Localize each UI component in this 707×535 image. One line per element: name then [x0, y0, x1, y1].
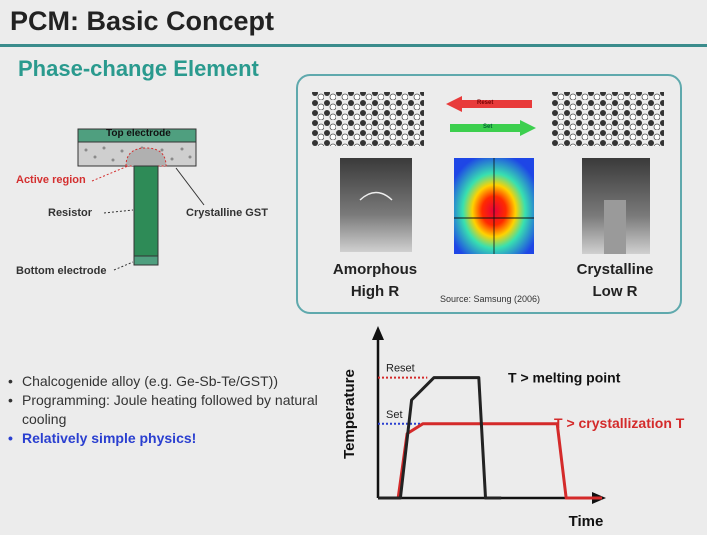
bottom-electrode-label: Bottom electrode [16, 265, 107, 277]
amorphous-name: Amorphous [332, 261, 418, 278]
phase-panel [296, 74, 682, 314]
active-region-shape [125, 147, 167, 167]
threshold-label-reset: Reset [386, 363, 415, 375]
bullet-item-emphasis: • Relatively simple physics! [8, 430, 197, 446]
amorphous-lattice [312, 92, 424, 146]
y-axis-label: Temperature [341, 369, 358, 459]
y-axis-arrow [372, 326, 384, 340]
reset-arrow [446, 96, 532, 112]
crystalline-label: Crystalline Low R [562, 259, 668, 303]
title-divider [0, 44, 707, 47]
crystalline-gst-label: Crystalline GST [186, 207, 268, 219]
resistor-label: Resistor [48, 207, 93, 219]
slide-subtitle: Phase-change Element [18, 56, 259, 81]
set-arrow [450, 120, 536, 136]
top-electrode-label: Top electrode [106, 128, 171, 139]
bottom-electrode-shape [133, 255, 159, 266]
amorphous-tem-image [340, 158, 412, 252]
amorphous-resistance: High R [350, 283, 400, 300]
slide-title: PCM: Basic Concept [10, 6, 275, 36]
active-region-label: Active region [16, 174, 86, 186]
crystalline-name: Crystalline [576, 261, 654, 278]
threshold-label-set: Set [386, 409, 403, 421]
x-axis-label: Time [569, 513, 604, 530]
bullet-item: • Programming: Joule heating followed by … [8, 392, 318, 427]
resistor-shape [133, 165, 159, 257]
crystalline-resistance: Low R [592, 283, 638, 300]
series-line-set [378, 422, 602, 500]
set-arrow-label: Set [483, 124, 493, 130]
bullet-item: • Chalcogenide alloy (e.g. Ge-Sb-Te/GST)) [8, 373, 278, 389]
amorphous-label: Amorphous High R [322, 259, 428, 303]
bullet-list: • Chalcogenide alloy (e.g. Ge-Sb-Te/GST))… [8, 372, 338, 448]
crystalline-lattice [552, 92, 664, 146]
series-line-reset [378, 376, 502, 500]
source-note: Source: Samsung (2006) [440, 294, 541, 304]
reset-arrow-label: Reset [477, 100, 494, 106]
annotation-reset: T > melting point [508, 370, 621, 386]
annotation-set: T > crystallization T [554, 415, 685, 431]
